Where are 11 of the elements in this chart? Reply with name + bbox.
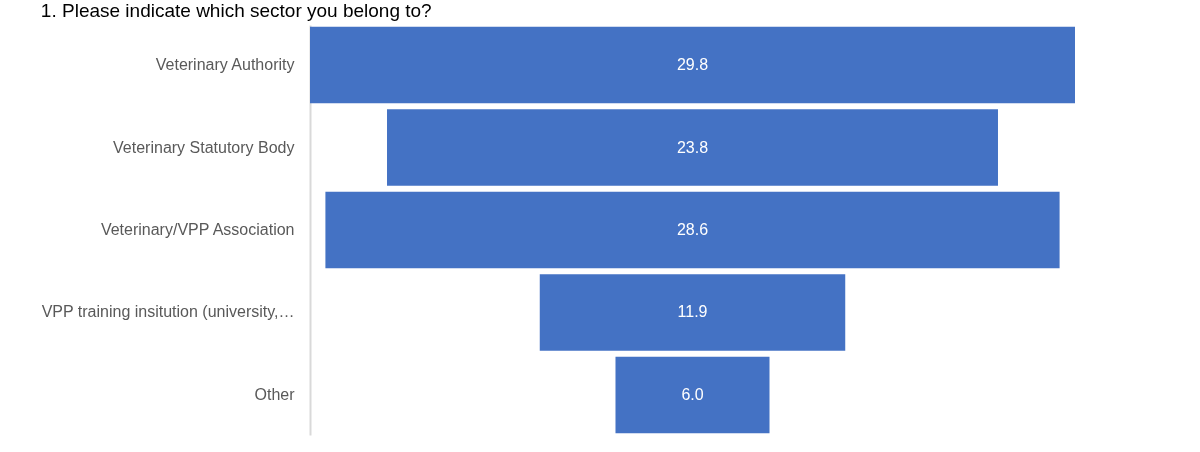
- data-label: 11.9: [677, 303, 708, 321]
- text: 1. Please indicate which sector you belong to?: [40, 0, 432, 21]
- category-label: Veterinary Authority: [155, 56, 295, 74]
- data-label: 6.0: [681, 385, 704, 403]
- category-label: VPP training insitution (university,…: [41, 303, 295, 321]
- data-label: 28.6: [676, 221, 709, 238]
- data-label: 23.8: [676, 138, 709, 156]
- category-label: Veterinary Statutory Body: [113, 138, 295, 156]
- category-label: Veterinary/VPP Association: [100, 221, 295, 238]
- category-label: Other: [254, 385, 296, 403]
- data-label: 29.8: [676, 56, 709, 74]
